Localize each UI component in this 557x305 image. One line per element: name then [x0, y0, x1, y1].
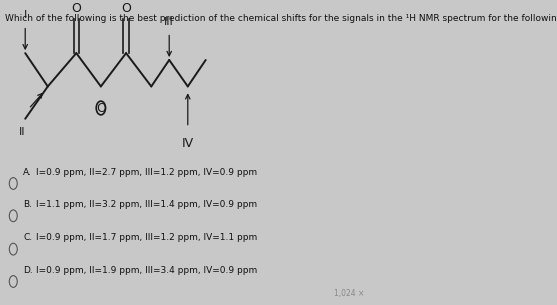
- Text: B.: B.: [23, 200, 32, 209]
- Text: II: II: [19, 127, 26, 137]
- Text: A.: A.: [23, 168, 32, 177]
- Circle shape: [9, 178, 17, 189]
- Text: O: O: [121, 2, 131, 15]
- Circle shape: [9, 276, 17, 287]
- Text: I=0.9 ppm, II=1.9 ppm, III=3.4 ppm, IV=0.9 ppm: I=0.9 ppm, II=1.9 ppm, III=3.4 ppm, IV=0…: [37, 266, 258, 275]
- Text: IV: IV: [182, 138, 194, 150]
- Text: I=0.9 ppm, II=2.7 ppm, III=1.2 ppm, IV=0.9 ppm: I=0.9 ppm, II=2.7 ppm, III=1.2 ppm, IV=0…: [37, 168, 258, 177]
- Text: I=1.1 ppm, II=3.2 ppm, III=1.4 ppm, IV=0.9 ppm: I=1.1 ppm, II=3.2 ppm, III=1.4 ppm, IV=0…: [37, 200, 258, 209]
- Text: D.: D.: [23, 266, 33, 275]
- Text: I: I: [23, 10, 27, 20]
- Circle shape: [9, 210, 17, 222]
- Text: O: O: [96, 102, 106, 114]
- Text: III: III: [164, 17, 174, 27]
- Text: 1,024 ×: 1,024 ×: [334, 289, 364, 298]
- Text: C.: C.: [23, 233, 32, 242]
- Text: Which of the following is the best prediction of the chemical shifts for the sig: Which of the following is the best predi…: [6, 14, 557, 23]
- Text: I=0.9 ppm, II=1.7 ppm, III=1.2 ppm, IV=1.1 ppm: I=0.9 ppm, II=1.7 ppm, III=1.2 ppm, IV=1…: [37, 233, 258, 242]
- Circle shape: [9, 243, 17, 255]
- Text: O: O: [71, 2, 81, 15]
